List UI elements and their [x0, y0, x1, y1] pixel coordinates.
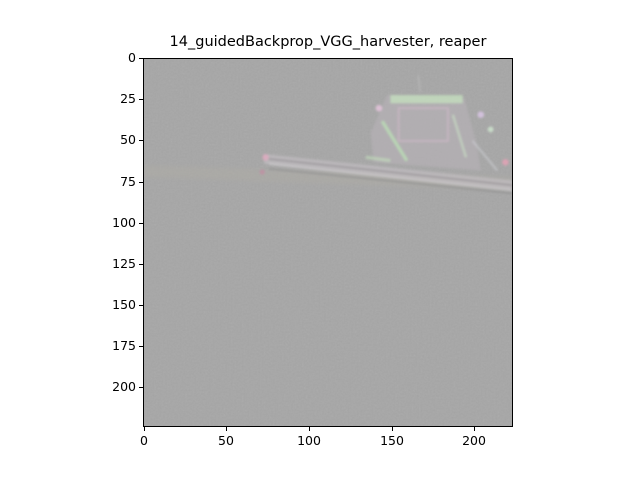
plot-title: 14_guidedBackprop_VGG_harvester, reaper: [169, 34, 487, 50]
y-tick-mark: [139, 182, 143, 183]
x-tick-label: 100: [297, 433, 321, 448]
y-tick-mark: [139, 387, 143, 388]
y-tick-mark: [139, 140, 143, 141]
y-tick-label: 100: [112, 215, 136, 230]
y-tick-mark: [139, 223, 143, 224]
y-tick-label: 150: [112, 297, 136, 312]
y-tick-mark: [139, 305, 143, 306]
y-tick-label: 50: [120, 132, 136, 147]
y-tick-label: 0: [128, 50, 136, 65]
y-tick-label: 175: [112, 338, 136, 353]
x-tick-mark: [474, 427, 475, 431]
y-tick-label: 75: [120, 174, 136, 189]
y-tick-label: 200: [112, 379, 136, 394]
x-tick-label: 150: [380, 433, 404, 448]
x-tick-label: 0: [140, 433, 148, 448]
y-tick-label: 125: [112, 256, 136, 271]
y-tick-mark: [139, 99, 143, 100]
x-tick-mark: [226, 427, 227, 431]
saliency-image: [143, 58, 513, 427]
x-tick-mark: [392, 427, 393, 431]
y-tick-mark: [139, 264, 143, 265]
saliency-map-graphic: [144, 59, 512, 426]
x-tick-mark: [309, 427, 310, 431]
x-tick-label: 50: [218, 433, 234, 448]
x-tick-label: 200: [462, 433, 486, 448]
x-tick-mark: [144, 427, 145, 431]
y-tick-mark: [139, 58, 143, 59]
y-tick-label: 25: [120, 91, 136, 106]
y-tick-mark: [139, 346, 143, 347]
